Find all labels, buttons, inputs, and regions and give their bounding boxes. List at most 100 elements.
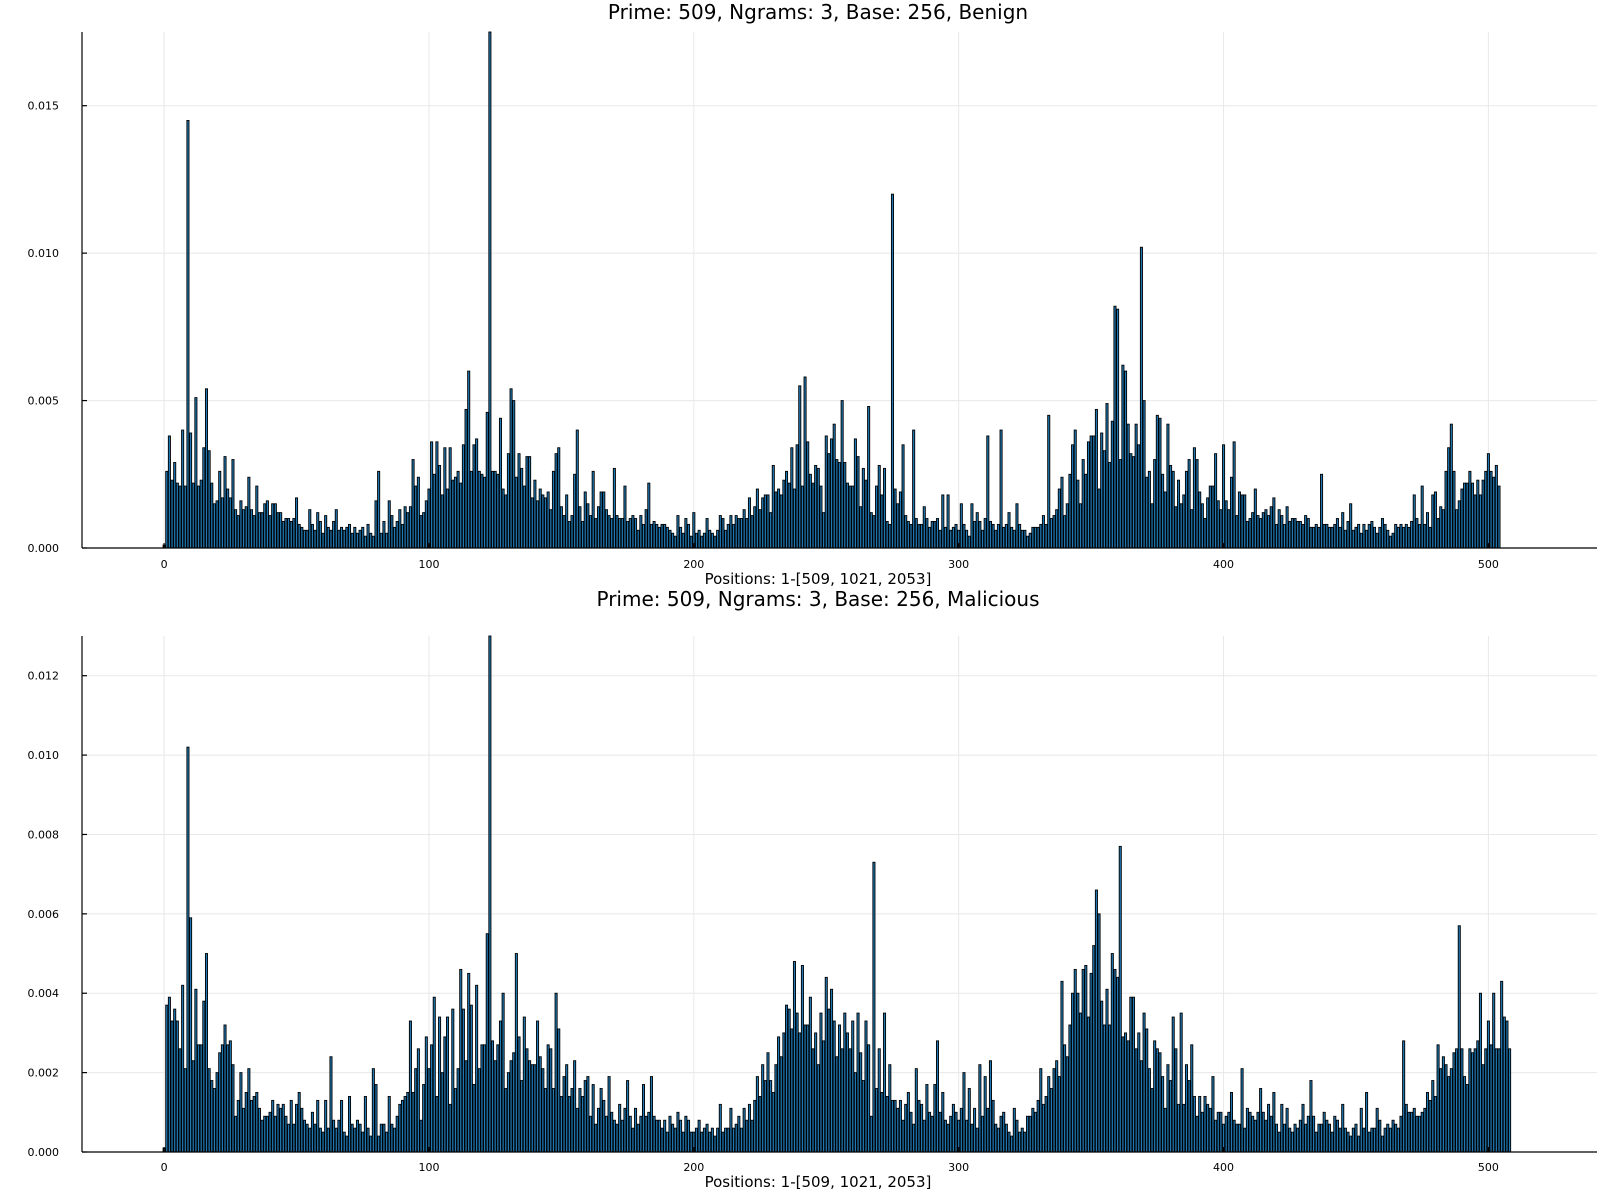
bar bbox=[1116, 308, 1120, 549]
bar bbox=[787, 482, 791, 549]
y-tick-label: 0.010 bbox=[28, 247, 60, 260]
bar bbox=[1142, 400, 1146, 549]
bar bbox=[1010, 526, 1014, 549]
bar bbox=[1068, 473, 1072, 549]
bar bbox=[893, 1099, 897, 1153]
bar bbox=[1447, 1076, 1451, 1153]
bar bbox=[904, 515, 908, 549]
bar bbox=[628, 518, 632, 549]
bar bbox=[271, 1099, 275, 1153]
bar bbox=[1298, 1119, 1302, 1153]
bar bbox=[496, 473, 500, 549]
bar bbox=[898, 491, 902, 549]
bar bbox=[459, 968, 463, 1153]
bar bbox=[189, 917, 193, 1153]
bar bbox=[1436, 518, 1440, 549]
bar bbox=[565, 494, 569, 549]
bar bbox=[708, 1131, 712, 1153]
bar bbox=[856, 1012, 860, 1153]
bar bbox=[1222, 444, 1226, 549]
bar bbox=[562, 515, 566, 549]
bar bbox=[930, 1115, 934, 1153]
bar bbox=[424, 500, 428, 549]
bar bbox=[1341, 1103, 1345, 1153]
bar bbox=[1410, 521, 1414, 549]
bar bbox=[1269, 1115, 1273, 1153]
bar bbox=[914, 518, 918, 549]
bar bbox=[692, 512, 696, 549]
bar bbox=[1502, 1016, 1506, 1153]
bar bbox=[295, 1103, 299, 1153]
bar bbox=[1394, 1123, 1398, 1153]
bar bbox=[408, 506, 412, 549]
bar bbox=[986, 1107, 990, 1153]
bar bbox=[750, 515, 754, 549]
bar bbox=[933, 521, 937, 549]
bar bbox=[260, 1119, 264, 1153]
bar bbox=[1192, 1095, 1196, 1153]
bar bbox=[1261, 512, 1265, 549]
bar bbox=[869, 512, 873, 549]
bar bbox=[1036, 526, 1040, 549]
bar bbox=[456, 1068, 460, 1153]
bar bbox=[755, 1076, 759, 1153]
bar bbox=[803, 376, 807, 549]
bar bbox=[324, 515, 328, 549]
bar bbox=[1508, 1048, 1512, 1153]
bar bbox=[522, 1016, 526, 1153]
bar bbox=[1373, 1127, 1377, 1153]
bar bbox=[724, 529, 728, 549]
bar bbox=[864, 1020, 868, 1153]
bar bbox=[1012, 529, 1016, 549]
bar bbox=[612, 467, 616, 549]
bar bbox=[917, 1099, 921, 1153]
bar bbox=[845, 482, 849, 549]
bar bbox=[575, 1107, 579, 1153]
bar bbox=[1298, 521, 1302, 549]
bar bbox=[586, 503, 590, 549]
bar bbox=[390, 515, 394, 549]
bar bbox=[1428, 526, 1432, 549]
bar bbox=[1293, 1123, 1297, 1153]
bar bbox=[1110, 953, 1114, 1153]
bar bbox=[483, 476, 487, 549]
bar bbox=[1290, 518, 1294, 549]
bar bbox=[777, 488, 781, 549]
bar bbox=[1057, 1076, 1061, 1153]
bar bbox=[231, 1064, 235, 1153]
bar bbox=[480, 473, 484, 549]
bar bbox=[1460, 488, 1464, 549]
bar bbox=[718, 1103, 722, 1153]
bar bbox=[914, 1068, 918, 1153]
bar bbox=[1065, 1056, 1069, 1153]
bar bbox=[1020, 529, 1024, 549]
bar bbox=[1373, 526, 1377, 549]
bar bbox=[255, 485, 259, 549]
bar bbox=[281, 1103, 285, 1153]
bar bbox=[618, 1103, 622, 1153]
bar bbox=[1039, 523, 1043, 549]
bar bbox=[371, 1068, 375, 1153]
bar bbox=[811, 1048, 815, 1153]
bar bbox=[1100, 432, 1104, 549]
bar bbox=[641, 1084, 646, 1153]
bar bbox=[909, 523, 913, 549]
bar bbox=[679, 1119, 683, 1153]
bar bbox=[920, 1103, 924, 1153]
bar bbox=[509, 388, 513, 549]
bar bbox=[1304, 515, 1308, 549]
bar bbox=[1105, 403, 1109, 549]
bar bbox=[469, 1004, 473, 1153]
bar bbox=[1402, 526, 1406, 549]
bar bbox=[265, 500, 269, 549]
bar bbox=[774, 1064, 778, 1153]
bar bbox=[660, 523, 664, 549]
bar bbox=[657, 1119, 661, 1153]
bar bbox=[954, 523, 958, 549]
bar bbox=[687, 523, 691, 549]
bar bbox=[1092, 435, 1096, 549]
bar bbox=[1153, 1040, 1157, 1153]
bar bbox=[1478, 992, 1482, 1153]
bar bbox=[1447, 447, 1451, 549]
bar bbox=[1068, 1024, 1072, 1153]
